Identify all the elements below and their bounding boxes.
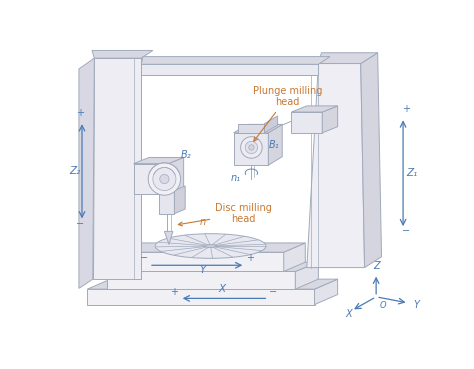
Text: O: O <box>380 301 387 310</box>
Polygon shape <box>295 262 319 289</box>
Ellipse shape <box>160 175 169 184</box>
Text: Z₁: Z₁ <box>406 168 417 178</box>
Text: −: − <box>139 254 148 263</box>
Text: +: + <box>170 287 178 297</box>
Polygon shape <box>107 272 295 289</box>
Text: −: − <box>76 219 84 229</box>
Ellipse shape <box>245 141 257 154</box>
Polygon shape <box>79 58 94 288</box>
Polygon shape <box>134 158 183 163</box>
Polygon shape <box>141 64 319 75</box>
Polygon shape <box>87 289 315 304</box>
Text: B₁: B₁ <box>269 140 280 150</box>
Polygon shape <box>284 243 305 272</box>
Text: X: X <box>345 309 352 319</box>
Polygon shape <box>118 252 284 272</box>
Text: −: − <box>269 287 277 297</box>
Polygon shape <box>361 53 382 268</box>
Ellipse shape <box>153 168 176 190</box>
Text: −: − <box>402 227 410 237</box>
Polygon shape <box>118 243 305 252</box>
Text: Y: Y <box>200 265 206 275</box>
Ellipse shape <box>249 145 254 150</box>
Text: +: + <box>76 108 84 118</box>
Text: Plunge milling
head: Plunge milling head <box>253 86 322 141</box>
Text: n: n <box>200 217 206 227</box>
Text: Disc milling
head: Disc milling head <box>178 203 272 226</box>
Polygon shape <box>159 190 174 214</box>
Polygon shape <box>174 186 185 214</box>
Polygon shape <box>234 133 268 165</box>
Polygon shape <box>93 58 141 279</box>
Text: X: X <box>219 284 226 294</box>
Text: +: + <box>246 254 254 263</box>
Polygon shape <box>292 106 337 112</box>
Ellipse shape <box>241 137 262 158</box>
Polygon shape <box>141 56 330 64</box>
Ellipse shape <box>204 245 217 247</box>
Polygon shape <box>315 279 337 304</box>
Ellipse shape <box>155 234 266 258</box>
Text: +: + <box>402 104 410 114</box>
Polygon shape <box>264 116 278 133</box>
Polygon shape <box>168 158 183 194</box>
Polygon shape <box>307 63 365 268</box>
Polygon shape <box>134 163 168 194</box>
Ellipse shape <box>148 163 181 195</box>
Text: Y: Y <box>413 300 419 310</box>
Polygon shape <box>322 106 337 133</box>
Text: Z₂: Z₂ <box>69 166 81 176</box>
Text: n₁: n₁ <box>231 173 241 183</box>
Polygon shape <box>268 124 282 165</box>
Polygon shape <box>234 124 282 133</box>
Polygon shape <box>292 112 322 133</box>
Text: Z: Z <box>373 261 380 271</box>
Polygon shape <box>319 53 378 63</box>
Polygon shape <box>107 262 319 272</box>
Text: B₂: B₂ <box>181 150 191 160</box>
Polygon shape <box>164 231 173 245</box>
Polygon shape <box>237 124 264 133</box>
Polygon shape <box>87 279 337 289</box>
Polygon shape <box>92 51 153 58</box>
